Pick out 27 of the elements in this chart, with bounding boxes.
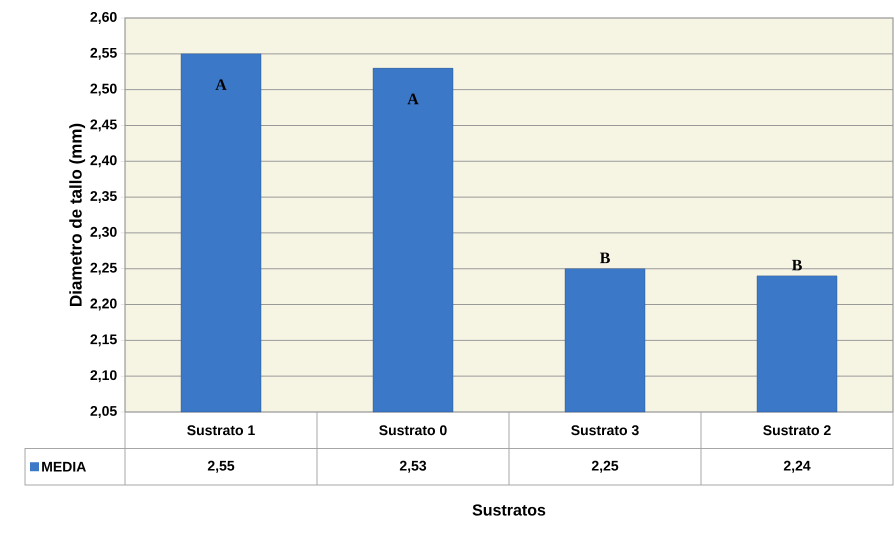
annotation: B (600, 252, 610, 264)
y-tick-label: 2,30 (90, 226, 117, 239)
data-label: 2,55 (208, 460, 234, 473)
y-tick-label: 2,55 (90, 48, 117, 60)
y-tick-label: 2,10 (90, 370, 117, 382)
x-tick-label: Sustrato 1 (187, 425, 255, 436)
x-tick-label: Sustrato 2 (763, 425, 831, 436)
y-tick-label: 2,40 (90, 155, 117, 168)
legend-label: MEDIA (42, 462, 86, 472)
y-axis-title: Diametro de tallo (mm) (69, 124, 86, 306)
x-tick-label: Sustrato 3 (571, 425, 639, 436)
annotation: A (407, 94, 419, 104)
y-tick-label: 2,60 (90, 12, 117, 24)
data-label: 2,25 (592, 460, 618, 473)
y-tick-label: 2,35 (90, 191, 117, 204)
y-tick-label: 2,25 (90, 262, 117, 275)
y-tick-label: 2,15 (90, 334, 117, 346)
y-tick-label: 2,05 (90, 406, 117, 418)
y-tick-label: 2,20 (90, 298, 117, 311)
data-label: 2,24 (784, 460, 811, 473)
annotation: A (215, 79, 227, 90)
annotation: B (792, 260, 802, 270)
y-tick-label: 2,50 (90, 84, 117, 96)
x-axis-title: Sustratos (472, 504, 546, 516)
x-tick-label: Sustrato 0 (379, 425, 447, 436)
y-tick-label: 2,45 (90, 119, 117, 132)
data-label: 2,53 (400, 460, 426, 473)
